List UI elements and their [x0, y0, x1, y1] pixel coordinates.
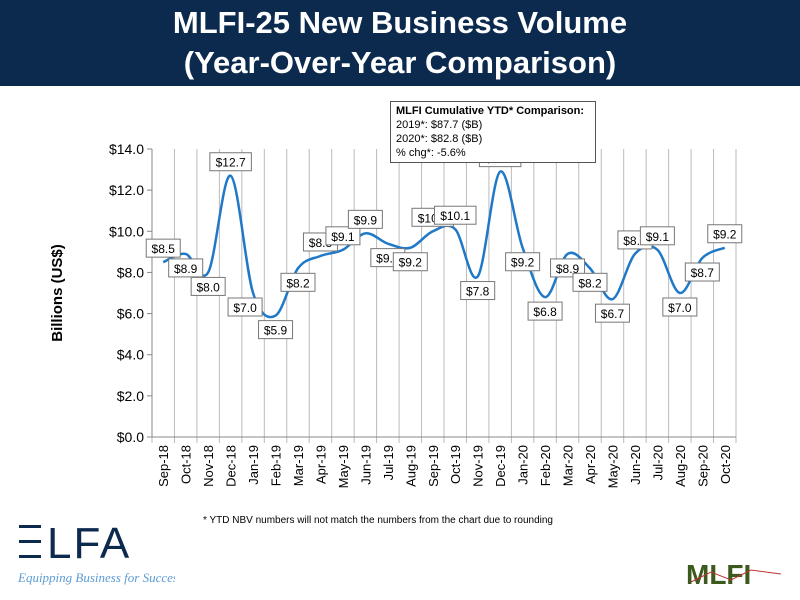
x-tick-label: Jun-19: [358, 445, 373, 485]
x-tick-label: Feb-19: [269, 445, 284, 486]
x-tick-label: Sep-20: [695, 445, 710, 487]
data-label-box: [145, 238, 181, 258]
elfa-logo: LFA Equipping Business for Success: [17, 520, 175, 585]
x-tick-label: Sep-18: [156, 445, 171, 487]
data-label: $6.8: [533, 305, 557, 319]
y-tick-label: $4.0: [117, 347, 144, 363]
data-label: $9.1: [331, 230, 355, 244]
y-tick-label: $6.0: [117, 306, 144, 322]
data-label: $8.2: [578, 276, 602, 290]
data-label: $7.0: [668, 301, 692, 315]
x-tick-label: Aug-19: [403, 445, 418, 487]
data-label: $9.1: [646, 230, 670, 244]
data-label-box: [594, 303, 630, 323]
data-label-box: [258, 320, 294, 340]
ytd-title: MLFI Cumulative YTD* Comparison:: [396, 105, 585, 117]
data-label: $7.0: [233, 301, 257, 315]
data-label: $8.9: [174, 262, 198, 276]
x-tick-label: Jul-20: [650, 445, 665, 480]
data-label: $9.2: [399, 256, 423, 270]
data-label-box: [460, 281, 496, 301]
y-axis-label: Billions (US$): [49, 244, 66, 342]
data-label: $9.2: [511, 256, 535, 270]
data-label: $9.9: [354, 213, 378, 227]
x-tick-label: Jul-19: [381, 445, 396, 480]
data-label: $9.2: [713, 228, 737, 242]
data-label: $7.8: [466, 285, 490, 299]
data-label-box: [168, 258, 204, 278]
y-tick-label: $2.0: [117, 388, 144, 404]
data-label-box: [639, 226, 675, 246]
footnote: * YTD NBV numbers will not match the num…: [203, 515, 553, 526]
data-label: $8.0: [196, 280, 220, 294]
mlfi-logo: MLFI: [686, 560, 782, 590]
data-label: $8.2: [286, 276, 310, 290]
data-label-box: [280, 272, 316, 292]
data-label-box: [550, 258, 586, 278]
svg-text:LFA: LFA: [47, 520, 131, 568]
x-tick-label: Feb-20: [538, 445, 553, 486]
data-label-box: [392, 252, 428, 272]
data-label: $5.9: [264, 324, 288, 338]
x-tick-label: Jan-20: [516, 445, 531, 485]
data-label-box: [325, 226, 361, 246]
data-label-box: [707, 224, 743, 244]
data-label: $6.7: [601, 307, 625, 321]
x-tick-label: Dec-19: [493, 445, 508, 487]
chart-title-banner: MLFI-25 New Business Volume (Year-Over-Y…: [0, 0, 800, 86]
x-tick-label: Jan-19: [246, 445, 261, 485]
x-tick-label: Dec-18: [224, 445, 239, 487]
line-chart: $0.0 $2.0 $4.0 $6.0 $8.0 $10.0 $12.0 $14.0 Billi…: [49, 141, 743, 488]
x-tick-label: Apr-19: [313, 445, 328, 484]
data-label: $8.7: [691, 266, 715, 280]
data-label-box: [227, 297, 263, 317]
y-tick-label: $0.0: [117, 429, 144, 445]
x-tick-label: Mar-19: [291, 445, 306, 486]
x-tick-label: Nov-18: [201, 445, 216, 487]
x-tick-label: Aug-20: [673, 445, 688, 487]
y-tick-label: $12.0: [109, 182, 144, 198]
x-tick-label: Oct-20: [718, 445, 733, 484]
data-label-box: [684, 262, 720, 282]
elfa-tagline: Equipping Business for Success: [17, 570, 175, 585]
x-tick-label: Mar-20: [561, 445, 576, 486]
x-tick-label: Oct-18: [179, 445, 194, 484]
data-label: $8.5: [152, 242, 176, 256]
data-label-box: [662, 297, 698, 317]
x-tick-label: Apr-20: [583, 445, 598, 484]
data-label-box: [190, 276, 226, 296]
x-tick-label: May-20: [605, 445, 620, 488]
x-tick-label: Nov-19: [471, 445, 486, 487]
y-tick-label: $14.0: [109, 141, 144, 157]
ytd-pct-change: % chg*: -5.6%: [396, 147, 466, 159]
data-label-box: [347, 209, 383, 229]
x-tick-label: May-19: [336, 445, 351, 488]
data-label-box: [505, 252, 541, 272]
ytd-comparison-box: MLFI Cumulative YTD* Comparison: 2019*: …: [390, 101, 596, 163]
data-label: $8.9: [556, 262, 580, 276]
data-label-box: [572, 272, 608, 292]
ytd-2019: 2019*: $87.7 ($B): [396, 119, 483, 131]
x-tick-label: Oct-19: [448, 445, 463, 484]
y-tick-label: $8.0: [117, 264, 144, 280]
data-label: $12.7: [216, 156, 246, 170]
title-line-2: (Year-Over-Year Comparison): [183, 45, 617, 80]
y-tick-label: $10.0: [109, 223, 144, 239]
data-label: $10.1: [440, 209, 470, 223]
data-label-box: [527, 301, 563, 321]
data-label-box: [433, 205, 477, 225]
data-label-box: [209, 152, 252, 172]
title-line-1: MLFI-25 New Business Volume: [172, 5, 628, 40]
x-tick-label: Sep-19: [426, 445, 441, 487]
x-tick-label: Jun-20: [628, 445, 643, 485]
ytd-2020: 2020*: $82.8 ($B): [396, 133, 483, 145]
